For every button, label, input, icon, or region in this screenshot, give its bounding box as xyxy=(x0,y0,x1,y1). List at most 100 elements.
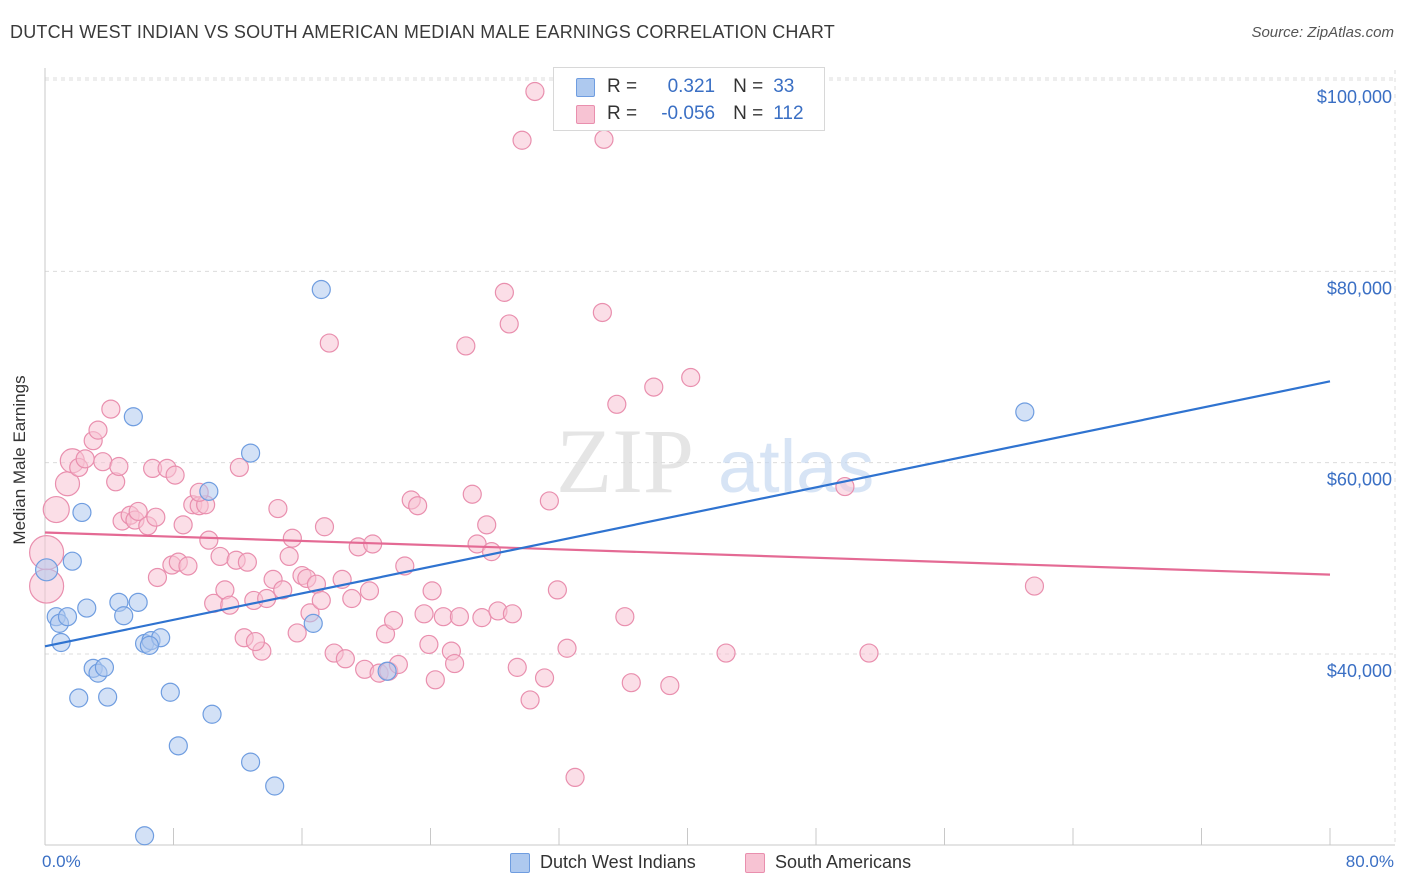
legend-item-dutch-west-indians[interactable]: Dutch West Indians xyxy=(510,852,696,873)
blue-swatch-icon xyxy=(576,77,595,97)
pink-point-84 xyxy=(481,542,502,562)
pink-point-72 xyxy=(419,634,439,655)
pink-point-20 xyxy=(147,567,168,588)
pink-point-91 xyxy=(520,690,540,710)
pink-point-47 xyxy=(287,623,307,643)
r-value: 0.321 xyxy=(667,76,716,97)
legend-label: Dutch West Indians xyxy=(540,852,696,872)
blue-point-5 xyxy=(62,551,82,571)
blue-point-20 xyxy=(160,682,180,702)
pink-point-25 xyxy=(173,515,193,535)
source-label: Source: ZipAtlas.com xyxy=(1251,24,1394,41)
pink-point-23 xyxy=(165,465,185,485)
pink-point-58 xyxy=(342,588,362,609)
blue-point-7 xyxy=(72,502,92,523)
pink-point-78 xyxy=(449,607,470,627)
legend-item-south-americans[interactable]: South Americans xyxy=(745,852,911,873)
pink-point-52 xyxy=(311,590,331,611)
pink-point-98 xyxy=(592,302,612,323)
stats-row-blue: R = 0.321 N = 33 xyxy=(576,75,794,99)
pink-point-93 xyxy=(534,668,555,688)
pink-point-87 xyxy=(499,314,519,334)
r-value: -0.056 xyxy=(661,103,716,124)
x-tick-label-min: 0.0% xyxy=(42,852,81,871)
y-tick-label: $60,000 xyxy=(1327,470,1392,490)
blue-point-8 xyxy=(77,598,97,618)
y-tick-labels: $40,000 $60,000 $80,000 $100,000 xyxy=(1317,87,1392,681)
pink-point-100 xyxy=(607,394,627,414)
axes xyxy=(44,68,1395,846)
pink-point-57 xyxy=(335,649,355,669)
pink-point-45 xyxy=(279,546,299,567)
pink-point-109 xyxy=(1024,576,1045,596)
pink-point-36 xyxy=(229,457,249,478)
pink-point-38 xyxy=(237,552,257,572)
blue-swatch-icon xyxy=(510,852,530,873)
pink-point-103 xyxy=(644,377,664,397)
pink-point-80 xyxy=(462,484,482,504)
pink-point-106 xyxy=(716,643,736,663)
blue-point-14 xyxy=(114,606,134,626)
pink-point-75 xyxy=(433,607,453,627)
pink-point-99 xyxy=(594,129,614,149)
pink-point-43 xyxy=(268,498,288,519)
blue-point-29 xyxy=(377,661,397,681)
pink-point-54 xyxy=(319,333,339,353)
blue-point-16 xyxy=(128,592,148,612)
blue-point-23 xyxy=(199,481,219,501)
blue-point-0 xyxy=(35,558,59,582)
pink-point-102 xyxy=(621,673,641,693)
blue-point-28 xyxy=(311,279,331,300)
pink-point-110 xyxy=(245,631,266,652)
r-label: R = xyxy=(607,76,638,97)
pink-point-89 xyxy=(507,657,527,677)
n-value: 112 xyxy=(773,103,804,124)
blue-point-15 xyxy=(123,407,143,427)
blue-point-32 xyxy=(139,635,160,655)
pink-point-34 xyxy=(220,595,240,615)
blue-point-11 xyxy=(94,657,115,677)
pink-point-82 xyxy=(472,608,492,628)
pink-swatch-icon xyxy=(576,104,595,124)
pink-point-74 xyxy=(425,670,445,690)
blue-point-25 xyxy=(241,752,261,772)
pink-point-73 xyxy=(422,581,442,601)
pink-point-61 xyxy=(359,581,380,601)
blue-point-6 xyxy=(69,688,89,708)
pink-point-83 xyxy=(477,515,497,535)
n-label: N = xyxy=(733,76,764,97)
pink-point-66 xyxy=(383,610,404,631)
pink-point-71 xyxy=(414,604,434,624)
pink-point-104 xyxy=(660,675,680,696)
pink-point-86 xyxy=(494,282,514,302)
pink-point-32 xyxy=(210,546,230,567)
pink-point-44 xyxy=(273,580,293,600)
pink-point-19 xyxy=(146,507,166,527)
pink-point-70 xyxy=(408,496,428,516)
trend-lines xyxy=(44,380,1331,648)
pink-point-53 xyxy=(314,517,335,537)
blue-point-27 xyxy=(303,613,323,633)
south-americans-points xyxy=(29,81,1045,788)
watermark-atlas: atlas xyxy=(718,425,874,508)
pink-point-6 xyxy=(75,449,95,469)
pink-point-88 xyxy=(502,604,523,624)
watermark-zip: ZIP xyxy=(556,410,694,512)
south-americans-trend-line xyxy=(44,531,1331,576)
pink-point-95 xyxy=(547,580,567,600)
stats-legend: R = 0.321 N = 33 R = -0.056 N = 112 xyxy=(553,67,825,131)
blue-point-21 xyxy=(168,736,188,756)
pink-point-92 xyxy=(525,81,545,102)
n-value: 33 xyxy=(773,76,795,97)
chart-title: DUTCH WEST INDIAN VS SOUTH AMERICAN MEDI… xyxy=(10,22,835,42)
r-label: R = xyxy=(607,103,638,124)
blue-point-30 xyxy=(1015,402,1035,422)
y-tick-label: $80,000 xyxy=(1327,278,1392,298)
blue-point-24 xyxy=(241,443,261,463)
pink-point-9 xyxy=(93,452,113,472)
stats-row-pink: R = -0.056 N = 112 xyxy=(576,102,804,126)
x-tick-label-max: 80.0% xyxy=(1345,852,1394,871)
y-tick-label: $40,000 xyxy=(1327,661,1392,681)
pink-point-105 xyxy=(681,367,701,388)
